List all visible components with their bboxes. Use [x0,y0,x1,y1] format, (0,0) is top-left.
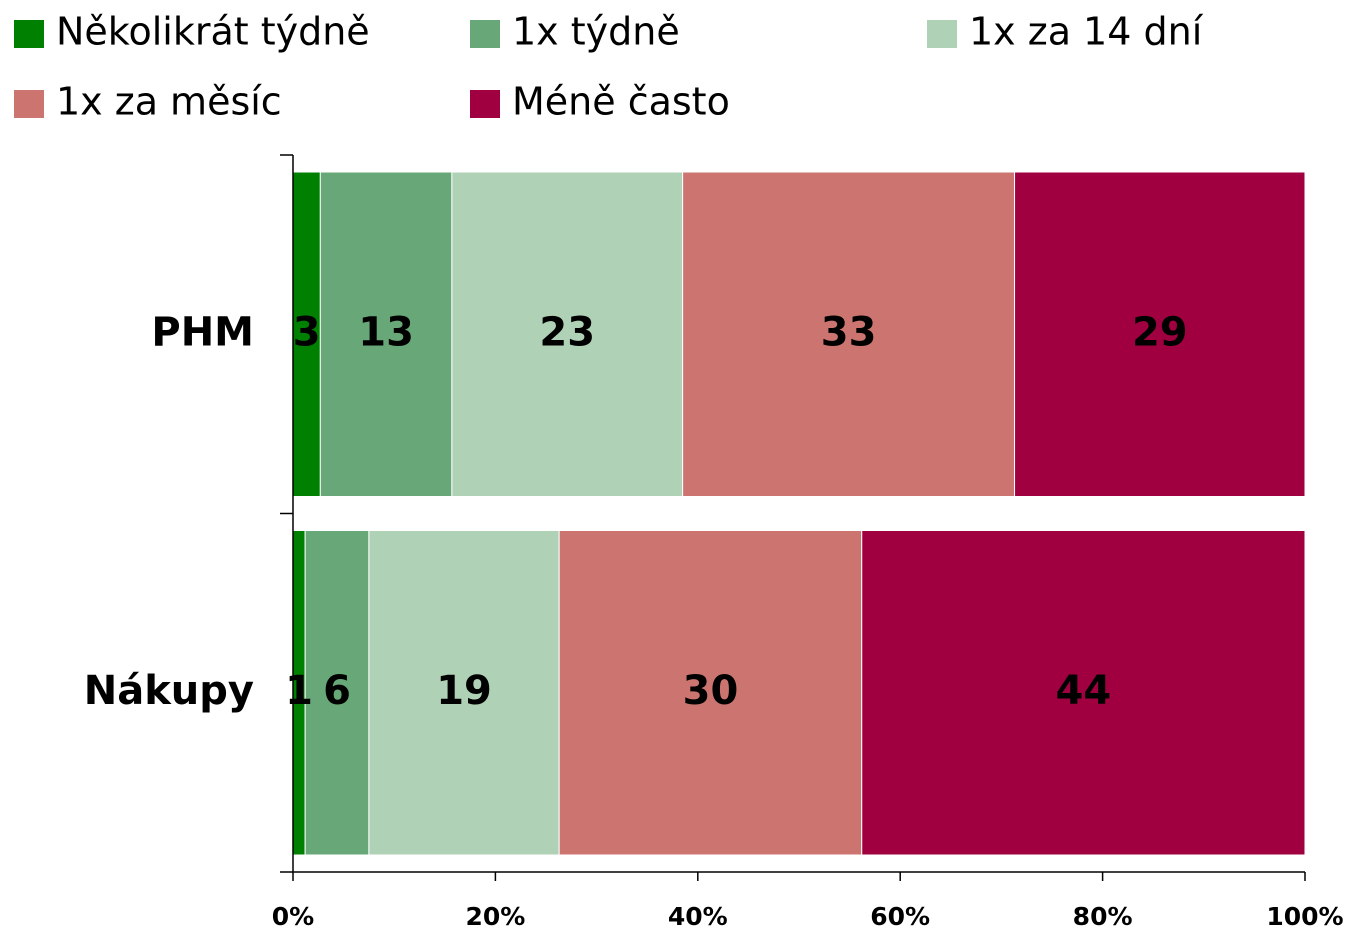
bar-segment [292,171,321,497]
data-label: 29 [1132,309,1188,355]
x-tick-label: 80% [1073,902,1133,931]
legend-swatch [14,20,44,48]
y-tick-label: PHM [151,309,254,355]
legend-swatch [14,90,44,118]
y-tick-label: Nákupy [84,668,254,714]
data-label: 44 [1056,668,1112,714]
bar-segment [682,171,1016,497]
bar-segment [861,530,1306,856]
legend-swatch [470,20,500,48]
x-tick-label: 40% [668,902,728,931]
legend-label: 1x týdně [512,10,680,54]
data-label: 33 [821,309,877,355]
x-tick-label: 0% [272,902,314,931]
data-label: 13 [358,309,414,355]
data-label: 30 [683,668,739,714]
legend-label: 1x za měsíc [56,80,282,124]
bar-segment [319,171,453,497]
bar-segment [451,171,684,497]
legend-label: 1x za 14 dní [969,10,1204,54]
data-label: 19 [436,668,492,714]
data-label: 3 [293,309,321,355]
bar-segment [1014,171,1306,497]
x-tick-label: 60% [870,902,930,931]
legend-label: Několikrát týdně [56,10,370,54]
bar-segment [304,530,370,856]
bar-segment [368,530,560,856]
legend-swatch [927,20,957,48]
data-label: 1 [285,668,313,714]
data-label: 6 [323,668,351,714]
bar-segment [558,530,863,856]
legend-swatch [470,90,500,118]
x-tick-label: 20% [465,902,525,931]
data-label: 23 [539,309,595,355]
x-tick-label: 100% [1266,902,1343,931]
legend-label: Méně často [512,80,730,124]
